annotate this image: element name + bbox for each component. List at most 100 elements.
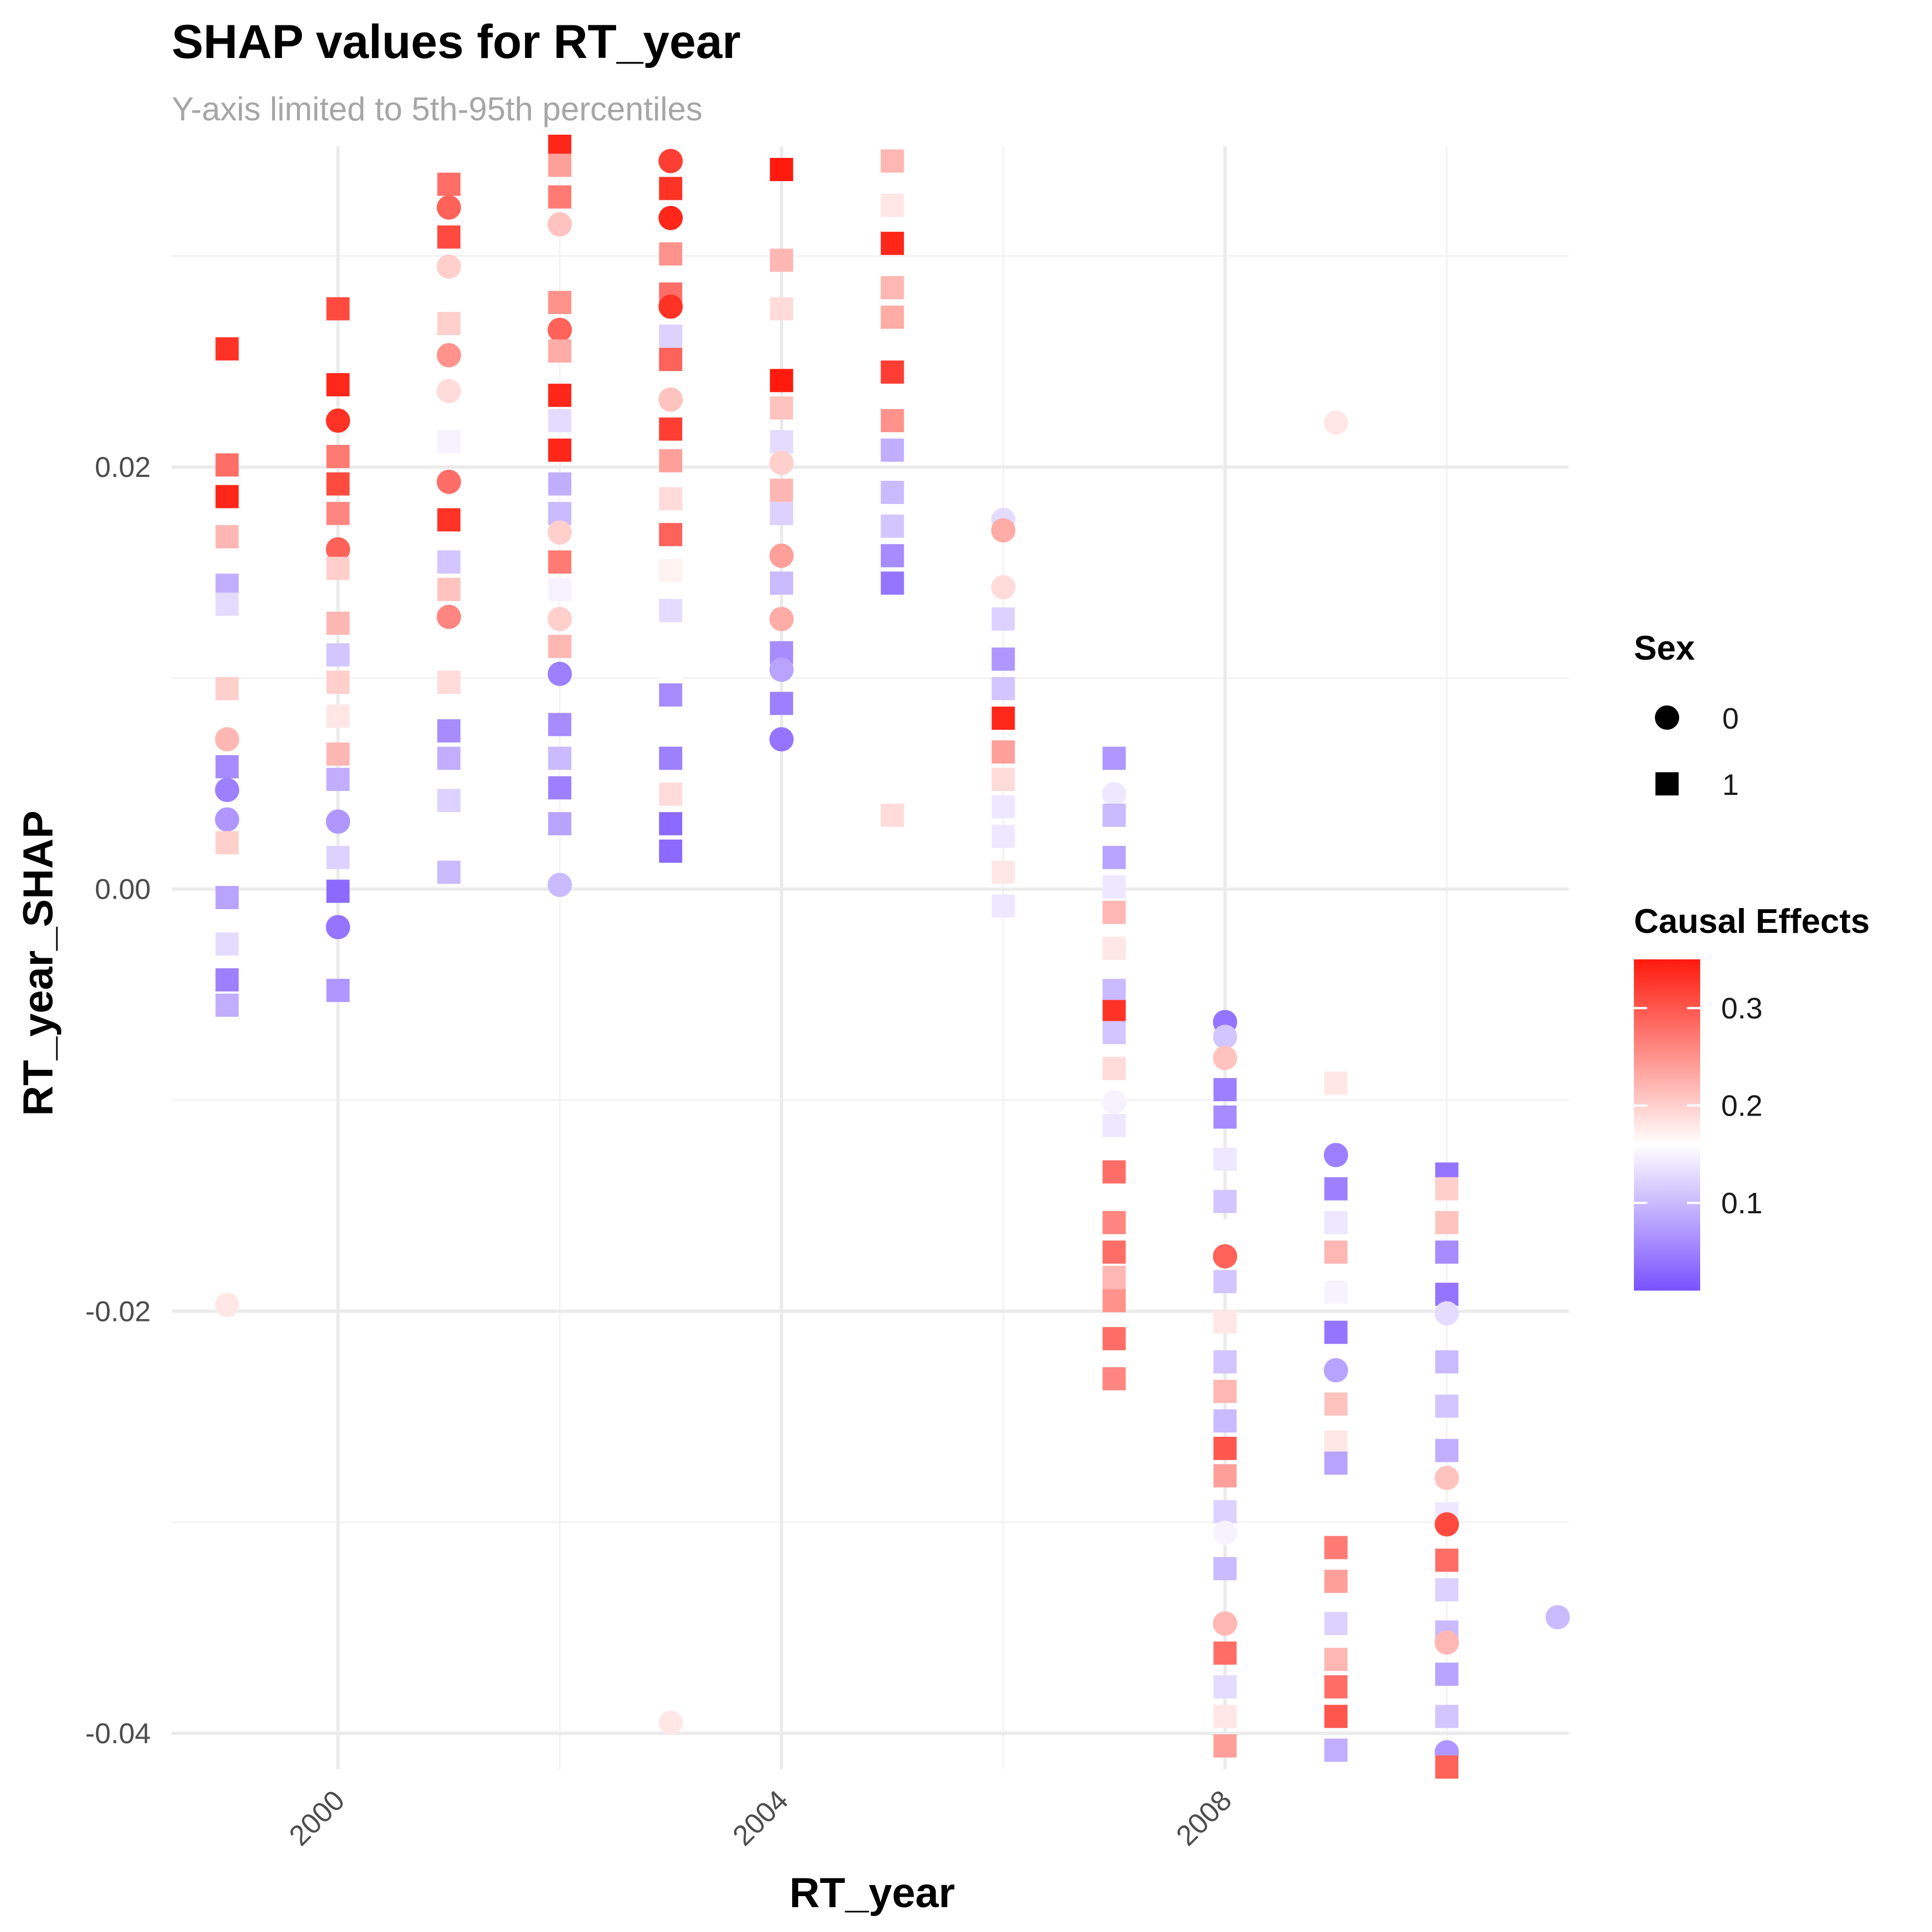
point-sex-1 (437, 312, 461, 336)
point-sex-0 (769, 543, 794, 568)
point-sex-1 (215, 592, 239, 616)
point-sex-1 (548, 472, 572, 496)
x-axis-title: RT_year (789, 1870, 955, 1917)
point-sex-1 (1324, 1536, 1348, 1559)
point-sex-1 (1213, 1078, 1237, 1101)
point-sex-0 (437, 469, 461, 494)
point-sex-1 (769, 571, 793, 595)
point-sex-0 (658, 1710, 683, 1735)
point-sex-1 (326, 472, 350, 496)
point-sex-1 (1102, 1266, 1126, 1289)
point-sex-1 (991, 677, 1015, 700)
point-sex-1 (880, 231, 904, 255)
point-sex-0 (1213, 1520, 1238, 1545)
point-sex-1 (659, 348, 682, 371)
point-sex-1 (1213, 1350, 1237, 1374)
point-sex-1 (880, 514, 904, 538)
point-sex-1 (1102, 746, 1126, 770)
point-sex-1 (437, 719, 461, 743)
point-sex-0 (1213, 1045, 1238, 1070)
point-sex-1 (1324, 1280, 1348, 1304)
point-sex-0 (548, 520, 572, 545)
point-sex-0 (437, 343, 461, 368)
point-sex-1 (659, 523, 682, 546)
point-sex-0 (1213, 1244, 1238, 1268)
point-sex-1 (659, 683, 682, 707)
point-sex-0 (1435, 1630, 1459, 1655)
point-sex-1 (437, 789, 461, 813)
point-sex-1 (1213, 1500, 1237, 1524)
point-sex-0 (658, 148, 683, 173)
color-legend-title: Causal Effects (1634, 903, 1870, 941)
point-sex-1 (1102, 875, 1126, 899)
point-sex-1 (1102, 719, 1126, 743)
x-tick-label: 2000 (283, 1784, 351, 1852)
point-sex-0 (215, 1292, 240, 1317)
point-sex-1 (880, 149, 904, 173)
point-sex-1 (880, 409, 904, 433)
point-sex-0 (326, 809, 351, 834)
point-sex-1 (991, 795, 1015, 819)
point-sex-1 (548, 776, 572, 800)
point-sex-0 (769, 607, 794, 631)
point-sex-1 (1102, 979, 1126, 1002)
point-sex-1 (548, 384, 572, 407)
point-sex-1 (991, 767, 1015, 791)
point-sex-1 (769, 479, 793, 502)
point-sex-1 (437, 550, 461, 574)
point-sex-0 (215, 778, 240, 803)
point-sex-1 (659, 417, 682, 441)
point-sex-1 (1435, 1578, 1459, 1602)
point-sex-1 (437, 508, 461, 532)
point-sex-1 (1324, 1451, 1348, 1475)
point-sex-1 (215, 525, 239, 549)
point-sex-1 (1435, 1439, 1459, 1462)
point-sex-1 (1213, 1409, 1237, 1433)
point-sex-1 (215, 453, 239, 477)
point-sex-0 (437, 604, 461, 629)
point-sex-1 (1435, 1662, 1459, 1686)
point-sex-0 (548, 212, 572, 237)
y-tick-label: 0.02 (95, 452, 151, 484)
point-sex-1 (1213, 1557, 1237, 1580)
shape-legend-label-1: 1 (1722, 768, 1739, 802)
point-sex-1 (769, 430, 793, 454)
point-sex-0 (1213, 1611, 1238, 1636)
point-sex-1 (1102, 1113, 1126, 1137)
point-sex-1 (1102, 846, 1126, 869)
point-sex-1 (326, 373, 350, 397)
point-sex-1 (1324, 1240, 1348, 1264)
point-sex-1 (769, 248, 793, 272)
point-sex-1 (326, 671, 350, 694)
point-sex-0 (1324, 410, 1349, 435)
point-sex-1 (991, 740, 1015, 764)
point-sex-1 (1102, 1367, 1126, 1390)
point-sex-1 (880, 305, 904, 329)
point-sex-1 (548, 290, 572, 314)
point-sex-1 (880, 480, 904, 504)
point-sex-1 (215, 994, 239, 1017)
point-sex-0 (769, 450, 794, 475)
point-sex-1 (215, 886, 239, 910)
point-sex-0 (1435, 1466, 1459, 1490)
point-sex-0 (1213, 1025, 1238, 1049)
point-sex-0 (548, 873, 572, 898)
point-sex-1 (1324, 1320, 1348, 1344)
point-sex-1 (1324, 1430, 1348, 1454)
point-sex-1 (215, 755, 239, 779)
point-sex-0 (437, 254, 461, 279)
point-sex-1 (1324, 1648, 1348, 1671)
chart-subtitle: Y-axis limited to 5th-95th percentiles (172, 91, 703, 128)
point-sex-1 (1435, 1755, 1459, 1779)
point-sex-1 (1213, 1436, 1237, 1460)
color-legend-label: 0.3 (1721, 992, 1763, 1025)
point-sex-0 (326, 408, 351, 433)
point-sex-1 (1213, 1675, 1237, 1699)
point-sex-1 (991, 647, 1015, 671)
point-sex-1 (769, 502, 793, 526)
point-sex-0 (1324, 1358, 1349, 1383)
point-sex-0 (1435, 1512, 1459, 1537)
point-sex-0 (658, 294, 683, 319)
point-sex-1 (659, 559, 682, 582)
